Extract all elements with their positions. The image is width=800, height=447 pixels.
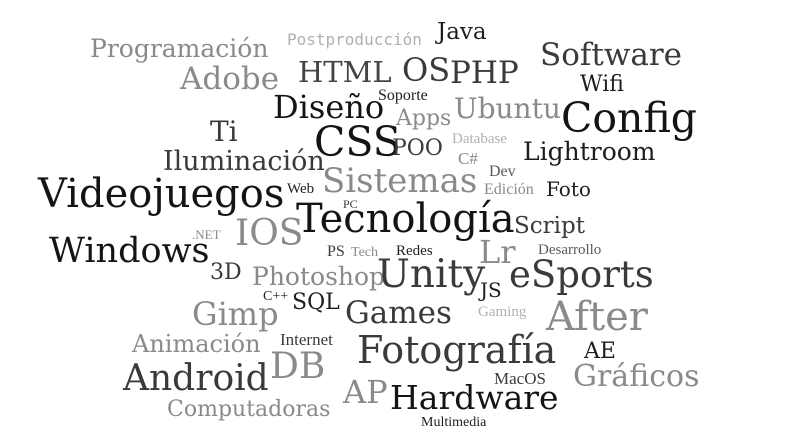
- word-android: Android: [123, 358, 269, 399]
- word-tecnologia: Tecnología: [296, 196, 515, 242]
- word-tech: Tech: [351, 245, 379, 260]
- word-lr: Lr: [479, 233, 516, 271]
- word-java: Java: [437, 19, 487, 45]
- word-soporte: Soporte: [378, 87, 428, 104]
- word-foto: Foto: [546, 177, 591, 201]
- word-esports: eSports: [509, 253, 654, 296]
- word-sistemas: Sistemas: [322, 161, 478, 201]
- word-postproduccion: Postproducción: [287, 30, 422, 49]
- word-php: PHP: [450, 55, 519, 91]
- word-desarrollo: Desarrollo: [538, 242, 602, 258]
- word-animacion: Animación: [132, 330, 261, 358]
- word-database: Database: [452, 131, 507, 147]
- word-net: .NET: [192, 227, 221, 242]
- word-games: Games: [345, 295, 452, 331]
- word-html: HTML: [298, 55, 392, 89]
- word-windows: Windows: [49, 231, 210, 271]
- word-diseno: Diseño: [273, 88, 385, 126]
- word-dev: Dev: [489, 163, 516, 180]
- word-csharp: C#: [458, 149, 478, 168]
- word-multimedia: Multimedia: [421, 415, 487, 430]
- word-gaming: Gaming: [478, 304, 527, 320]
- word-macos: MacOS: [494, 369, 546, 388]
- word-os: OS: [402, 51, 451, 89]
- word-cpp: C++: [263, 289, 289, 304]
- word-apps: Apps: [396, 106, 452, 131]
- word-iluminacion: Iluminación: [163, 146, 325, 177]
- word-wifi: Wifi: [580, 72, 624, 97]
- word-adobe: Adobe: [180, 61, 280, 97]
- word-fotografia: Fotografía: [357, 328, 557, 372]
- word-ti: Ti: [210, 115, 238, 148]
- word-ios: IOS: [235, 213, 304, 254]
- word-config: Config: [561, 94, 698, 142]
- word-computadoras: Computadoras: [167, 397, 331, 422]
- word-ubuntu: Ubuntu: [454, 92, 561, 125]
- word-sql: SQL: [292, 290, 340, 315]
- word-css: CSS: [314, 118, 401, 166]
- word-ps: PS: [327, 243, 345, 260]
- word-poo: POO: [392, 136, 443, 161]
- word-programacion: Programación: [90, 34, 269, 63]
- word-after: After: [546, 294, 648, 340]
- word-edicion: Edición: [484, 181, 534, 198]
- word-redes: Redes: [396, 243, 433, 259]
- word-internet: Internet: [280, 330, 333, 349]
- word-script: Script: [514, 213, 585, 239]
- word-gimp: Gimp: [192, 295, 279, 333]
- word-js: JS: [480, 278, 502, 302]
- word-ap: AP: [343, 373, 388, 411]
- word-pc: PC: [343, 197, 358, 211]
- word-ae: AE: [584, 339, 616, 364]
- word-software: Software: [540, 37, 683, 73]
- word-db: DB: [270, 346, 326, 387]
- word-photoshop: Photoshop: [252, 262, 386, 291]
- word-graficos: Gráficos: [573, 359, 700, 394]
- word-videojuegos: Videojuegos: [38, 171, 285, 217]
- word-web: Web: [287, 181, 315, 197]
- word-lightroom: Lightroom: [523, 137, 656, 166]
- word-unity: Unity: [377, 252, 486, 297]
- word-hardware: Hardware: [390, 378, 559, 417]
- word-3d: 3D: [210, 260, 242, 285]
